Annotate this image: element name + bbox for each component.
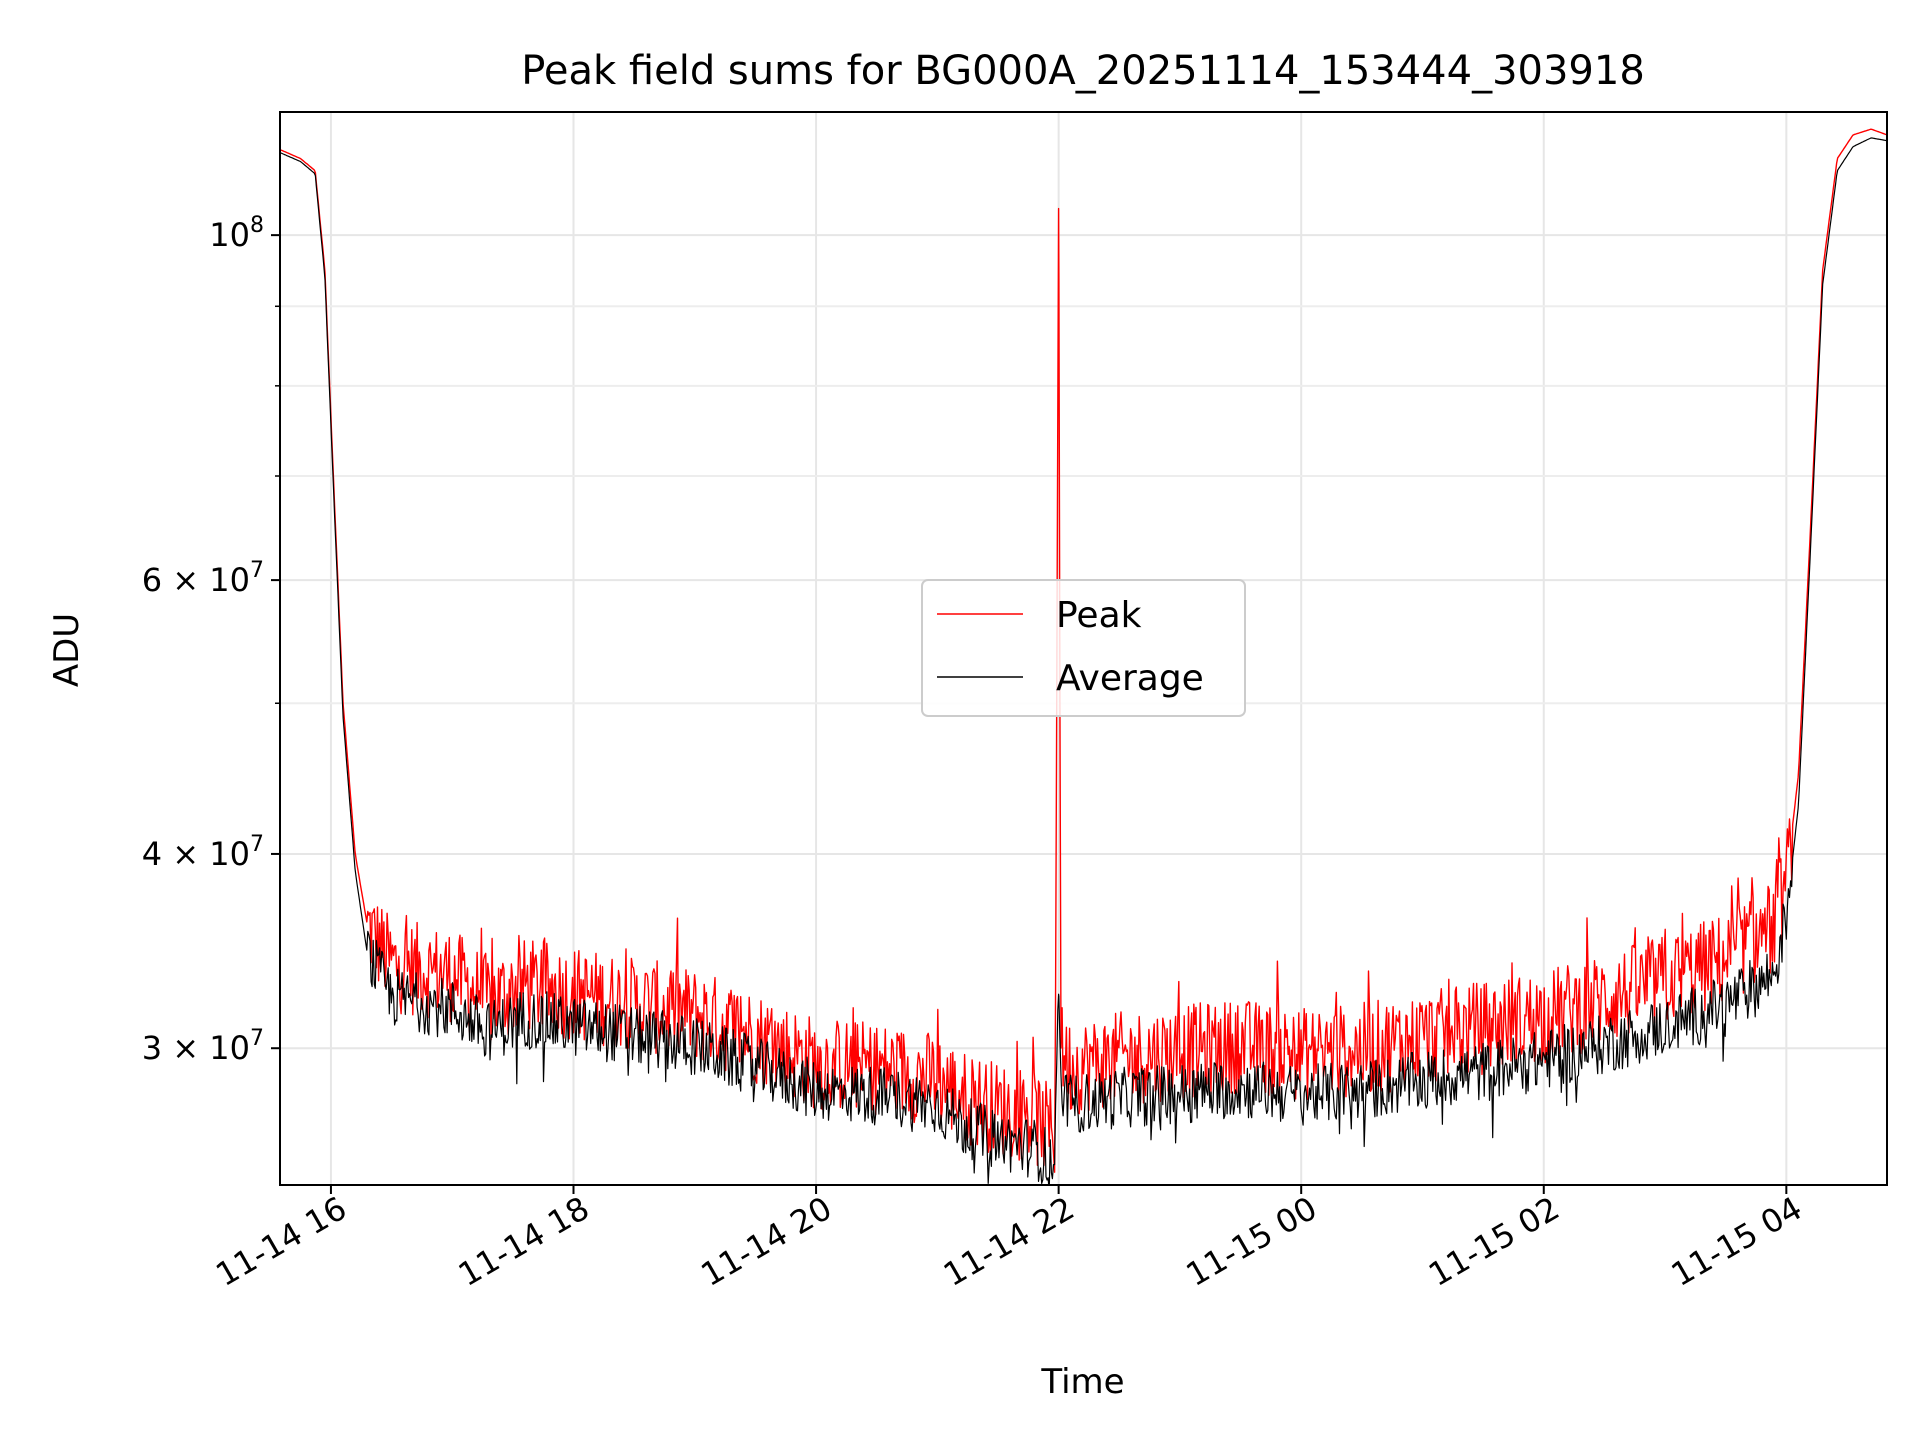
y-tick-base: 10 [209, 216, 250, 254]
series-layer [280, 128, 1887, 1185]
x-axis-label: Time [1040, 1362, 1124, 1402]
y-tick-base: 4 × 10 [142, 835, 250, 873]
y-tick-exponent: 7 [250, 1026, 264, 1051]
y-tick-exponent: 8 [250, 213, 264, 238]
chart-title: Peak field sums for BG000A_20251114_1534… [521, 48, 1645, 94]
y-tick-label: 6 × 107 [142, 558, 264, 599]
y-axis-label: ADU [47, 613, 87, 687]
legend: Peak Average [921, 579, 1246, 717]
y-tick-exponent: 7 [250, 558, 264, 583]
y-tick-label: 4 × 107 [142, 832, 264, 873]
plot-area-frame [279, 111, 1888, 1186]
series-line-peak [280, 128, 1887, 1173]
y-tick-label: 3 × 107 [142, 1026, 264, 1067]
y-tick-label: 108 [209, 213, 264, 254]
legend-label-average: Average [1056, 658, 1204, 699]
y-tick-exponent: 7 [250, 832, 264, 857]
legend-label-peak: Peak [1056, 595, 1142, 636]
y-tick-base: 6 × 10 [142, 561, 250, 599]
y-tick-base: 3 × 10 [142, 1029, 250, 1067]
series-line-average [280, 137, 1887, 1185]
